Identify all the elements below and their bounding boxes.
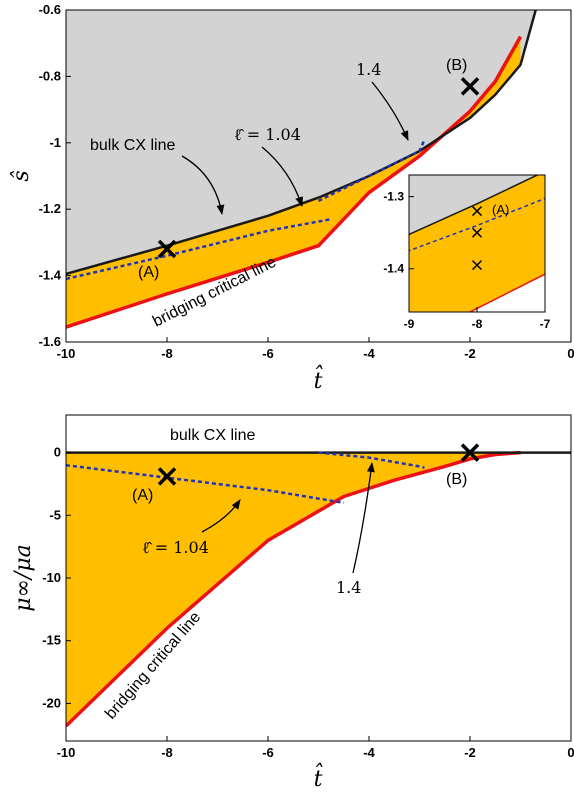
bottom-x-axis-label: t̂ — [314, 763, 324, 792]
top-ticks: -10 -8 -6 -4 -2 0 -1.6 -1.4 -1.2 -1 -0.8 -0.6 — [39, 2, 574, 361]
inset-ticks: -9 -8 -7 -1.3 -1.4 — [383, 190, 550, 331]
bottom-marker-cross-b-stroke-2 — [460, 443, 480, 462]
bottom-plot-area — [66, 443, 571, 728]
bottom-x-tick-label: -4 — [363, 745, 375, 760]
bottom-x-tick-label: -6 — [262, 745, 274, 760]
top-arrow-1-4 — [371, 81, 409, 141]
top-annotation-1-4: 1.4 — [356, 60, 381, 79]
bottom-marker-cross-b — [460, 443, 480, 462]
bottom-y-tick-label: -5 — [49, 507, 61, 522]
inset-y-tick-label: -1.3 — [383, 190, 404, 204]
inset-marker-cross-1-stroke-2 — [471, 206, 483, 217]
bottom-marker-label-a: (A) — [132, 487, 153, 504]
bottom-x-tick-label: -8 — [161, 745, 173, 760]
bottom-arrow-1-4 — [352, 462, 375, 574]
bottom-panel: -10 -8 -6 -4 -2 00-5-10-15-20 t̂ μ∞/μa bulk C… — [11, 414, 574, 792]
top-y-tick-label: -0.8 — [39, 68, 61, 83]
top-marker-label-a: (A) — [138, 264, 159, 281]
top-marker-cross-b-stroke-2 — [460, 77, 480, 96]
top-x-tick-label: -6 — [262, 346, 274, 361]
top-x-tick-label: -2 — [464, 346, 476, 361]
top-y-tick-label: -1.4 — [39, 268, 62, 283]
inset-marker-cross-1 — [471, 206, 483, 217]
bottom-annotation-ell-104: ℓ̂ = 1.04 — [142, 538, 209, 557]
inset-marker-cross-3 — [471, 260, 483, 271]
bottom-y-axis-label: μ∞/μa — [11, 544, 36, 611]
inset-x-tick-label: -8 — [472, 317, 483, 331]
bottom-annotation-1-4: 1.4 — [336, 578, 361, 597]
top-y-tick-label: -1.6 — [39, 334, 61, 349]
inset-marker-cross-2 — [471, 227, 483, 238]
top-series-dashed-14 — [317, 139, 426, 203]
bottom-bridging-region — [66, 452, 521, 726]
top-marker-label-b: (B) — [446, 57, 467, 74]
bottom-series-dashed-104 — [66, 463, 345, 505]
top-arrow-ell-104 — [261, 146, 303, 207]
bottom-series-bridging-critical-line — [66, 450, 521, 728]
top-bulk-region — [66, 10, 536, 274]
inset-marker-cross-3-stroke-2 — [471, 260, 483, 271]
top-arrow-bulk-cx — [181, 155, 225, 215]
top-x-tick-label: 0 — [567, 346, 574, 361]
top-y-tick-label: -0.6 — [39, 2, 61, 17]
top-x-tick-label: -4 — [363, 346, 375, 361]
top-series-dashed-104 — [66, 217, 332, 281]
inset-y-tick-label: -1.4 — [383, 262, 404, 276]
bottom-y-tick-label: 0 — [54, 445, 61, 460]
top-y-axis-label: ŝ — [9, 170, 34, 181]
bottom-x-tick-label: 0 — [567, 745, 574, 760]
bottom-annotation-bulk-cx-line: bulk CX line — [170, 427, 255, 444]
top-annotation-bulk-cx-line: bulk CX line — [90, 137, 175, 154]
bottom-ticks: -10 -8 -6 -4 -2 00-5-10-15-20 — [42, 445, 574, 760]
top-marker-cross-b — [460, 77, 480, 96]
inset-x-tick-label: -9 — [404, 317, 415, 331]
top-annotation-ell-104: ℓ̂ = 1.04 — [234, 125, 301, 144]
top-bridging-region — [66, 36, 521, 328]
top-y-tick-label: -1.2 — [39, 201, 61, 216]
bottom-marker-cross-a — [157, 467, 177, 486]
top-x-axis-label: t̂ — [314, 365, 324, 394]
bottom-x-tick-label: -10 — [57, 745, 76, 760]
bottom-arrow-ell-104 — [201, 499, 241, 533]
inset-bridging-region — [409, 175, 545, 312]
bottom-marker-label-b: (B) — [446, 471, 467, 488]
bottom-x-tick-label: -2 — [464, 745, 476, 760]
inset-panel: -9 -8 -7 -1.3 -1.4 (A) — [383, 174, 551, 331]
top-marker-cross-a — [157, 239, 177, 259]
top-marker-cross-a-stroke-2 — [157, 239, 177, 259]
top-plot-area — [66, 10, 537, 329]
top-y-tick-label: -1 — [49, 135, 61, 150]
top-series-bridging-critical-line — [66, 35, 523, 329]
bottom-y-tick-label: -15 — [42, 633, 61, 648]
inset-marker-label-a: (A) — [492, 202, 509, 217]
bottom-marker-cross-a-stroke-2 — [157, 467, 177, 486]
inset-plot-area — [409, 175, 545, 312]
top-x-tick-label: -8 — [161, 346, 173, 361]
inset-x-tick-label: -7 — [540, 317, 551, 331]
bottom-y-tick-label: -20 — [42, 695, 61, 710]
bottom-y-tick-label: -10 — [42, 570, 61, 585]
inset-marker-cross-2-stroke-2 — [471, 227, 483, 238]
top-axes-frame — [65, 9, 572, 343]
top-panel: -10 -8 -6 -4 -2 0-1.6-1.4-1.2-1-0.8-0.6 t̂ ŝ … — [9, 2, 574, 394]
top-x-tick-label: -10 — [57, 346, 76, 361]
